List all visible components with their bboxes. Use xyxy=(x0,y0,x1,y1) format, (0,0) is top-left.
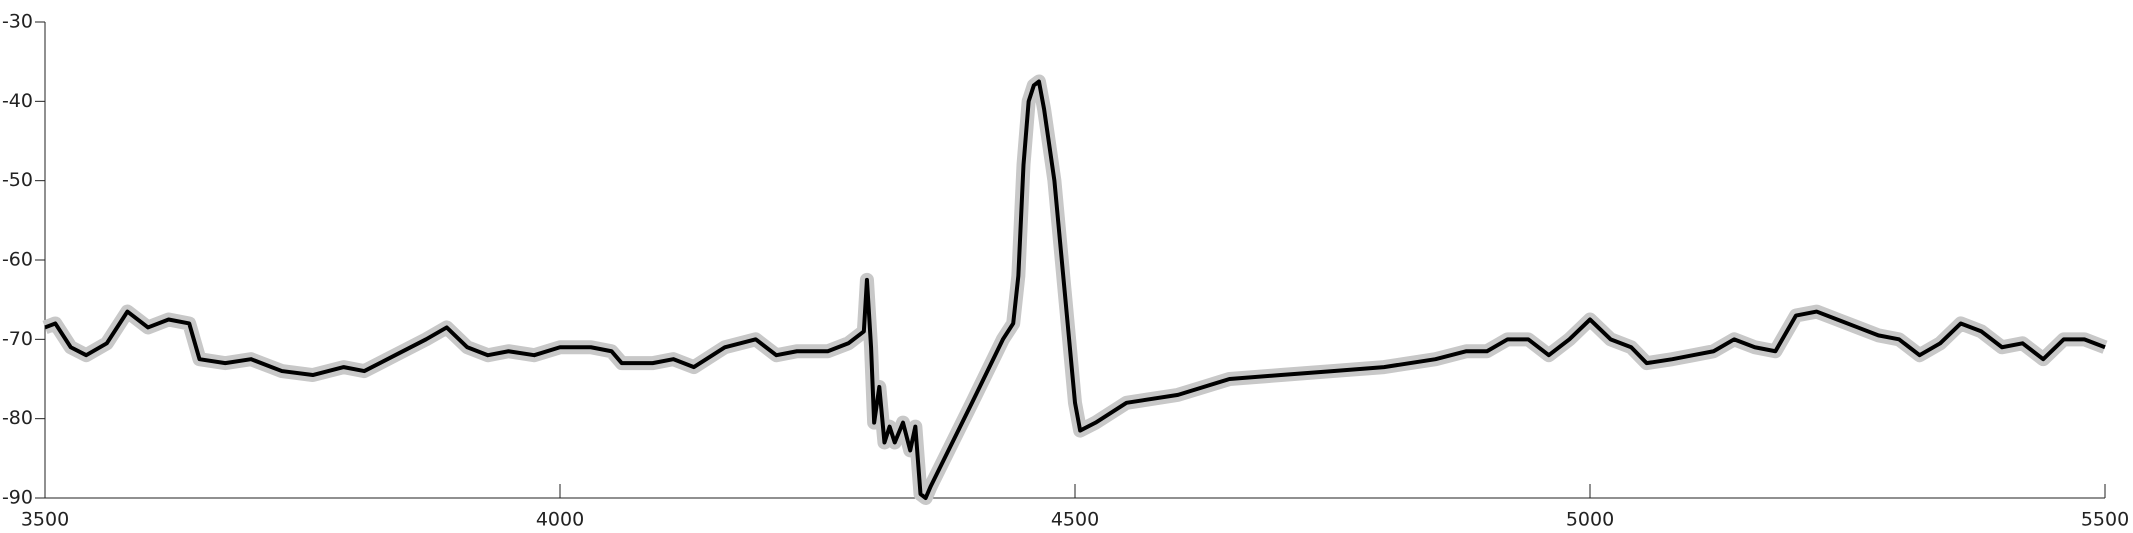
y-tick-label: -80 xyxy=(2,407,33,429)
y-tick-label: -70 xyxy=(2,328,33,350)
y-tick-label: -40 xyxy=(2,90,33,112)
x-tick-label: 5500 xyxy=(2081,509,2129,531)
y-tick-label: -90 xyxy=(2,487,33,509)
x-tick-label: 4500 xyxy=(1051,509,1099,531)
y-tick-label: -60 xyxy=(2,249,33,271)
x-tick-label: 3500 xyxy=(21,509,69,531)
x-tick-label: 4000 xyxy=(536,509,584,531)
line xyxy=(44,79,2106,500)
noise-band xyxy=(42,74,2108,505)
y-tick-label: -50 xyxy=(2,169,33,191)
x-tick-label: 5000 xyxy=(1566,509,1614,531)
y-tick-label: -30 xyxy=(2,11,33,33)
